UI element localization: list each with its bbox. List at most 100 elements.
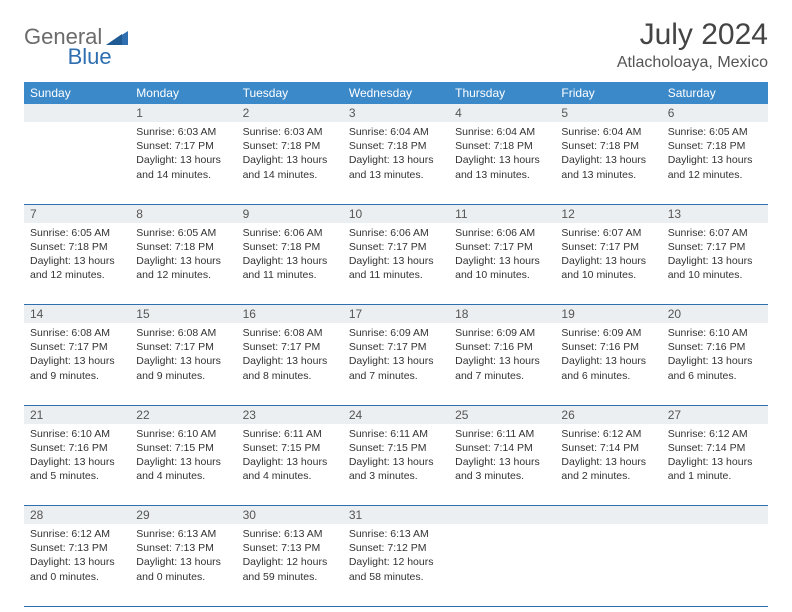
day-line: Sunset: 7:18 PM <box>243 139 337 153</box>
day-number: 13 <box>662 205 768 223</box>
day-number: 25 <box>449 406 555 424</box>
day-line: Daylight: 13 hours <box>30 254 124 268</box>
day-cell: Sunrise: 6:10 AMSunset: 7:15 PMDaylight:… <box>130 424 236 506</box>
day-number-cell: 24 <box>343 405 449 424</box>
day-number: 26 <box>555 406 661 424</box>
day-line: Daylight: 13 hours <box>455 354 549 368</box>
day-number: 17 <box>343 305 449 323</box>
day-line: and 7 minutes. <box>455 369 549 383</box>
day-line: and 2 minutes. <box>561 469 655 483</box>
day-number: 24 <box>343 406 449 424</box>
day-line: and 0 minutes. <box>30 570 124 584</box>
day-line: and 10 minutes. <box>561 268 655 282</box>
day-line: Sunrise: 6:11 AM <box>243 427 337 441</box>
day-content: Sunrise: 6:08 AMSunset: 7:17 PMDaylight:… <box>130 323 236 387</box>
day-cell: Sunrise: 6:07 AMSunset: 7:17 PMDaylight:… <box>662 223 768 305</box>
day-line: Sunrise: 6:08 AM <box>30 326 124 340</box>
day-content: Sunrise: 6:10 AMSunset: 7:16 PMDaylight:… <box>24 424 130 488</box>
day-number: 30 <box>237 506 343 524</box>
day-content: Sunrise: 6:09 AMSunset: 7:16 PMDaylight:… <box>449 323 555 387</box>
calendar-body: 123456Sunrise: 6:03 AMSunset: 7:17 PMDay… <box>24 104 768 606</box>
day-line: Daylight: 12 hours <box>243 555 337 569</box>
day-line: Sunset: 7:18 PM <box>455 139 549 153</box>
day-line: Daylight: 13 hours <box>561 455 655 469</box>
day-line: Sunset: 7:18 PM <box>349 139 443 153</box>
day-number: 18 <box>449 305 555 323</box>
day-cell: Sunrise: 6:11 AMSunset: 7:15 PMDaylight:… <box>237 424 343 506</box>
day-line: Sunrise: 6:04 AM <box>349 125 443 139</box>
day-number-cell: 1 <box>130 104 236 122</box>
day-number: 28 <box>24 506 130 524</box>
day-number-cell: 28 <box>24 506 130 525</box>
day-cell: Sunrise: 6:08 AMSunset: 7:17 PMDaylight:… <box>237 323 343 405</box>
day-line: Daylight: 13 hours <box>561 153 655 167</box>
day-number-cell: 31 <box>343 506 449 525</box>
day-line: and 10 minutes. <box>455 268 549 282</box>
day-line: Sunrise: 6:06 AM <box>455 226 549 240</box>
day-line: Sunset: 7:16 PM <box>455 340 549 354</box>
day-number-cell: 19 <box>555 305 661 324</box>
week-content-row: Sunrise: 6:05 AMSunset: 7:18 PMDaylight:… <box>24 223 768 305</box>
day-line: and 3 minutes. <box>349 469 443 483</box>
day-line: Sunrise: 6:13 AM <box>136 527 230 541</box>
day-content: Sunrise: 6:13 AMSunset: 7:13 PMDaylight:… <box>130 524 236 588</box>
day-line: Sunrise: 6:08 AM <box>136 326 230 340</box>
calendar-header-row: Sunday Monday Tuesday Wednesday Thursday… <box>24 82 768 104</box>
day-content: Sunrise: 6:10 AMSunset: 7:15 PMDaylight:… <box>130 424 236 488</box>
day-cell: Sunrise: 6:07 AMSunset: 7:17 PMDaylight:… <box>555 223 661 305</box>
day-line: Sunrise: 6:13 AM <box>243 527 337 541</box>
col-tuesday: Tuesday <box>237 82 343 104</box>
day-content: Sunrise: 6:11 AMSunset: 7:15 PMDaylight:… <box>237 424 343 488</box>
day-number-cell: 11 <box>449 204 555 223</box>
logo-line2: Gen Blue <box>24 44 112 70</box>
day-line: Sunrise: 6:07 AM <box>668 226 762 240</box>
day-number: 31 <box>343 506 449 524</box>
day-line: Daylight: 12 hours <box>349 555 443 569</box>
day-line: Daylight: 13 hours <box>136 555 230 569</box>
day-line: Sunrise: 6:04 AM <box>455 125 549 139</box>
day-content <box>555 524 661 531</box>
day-line: Sunrise: 6:05 AM <box>30 226 124 240</box>
day-line: Sunrise: 6:09 AM <box>349 326 443 340</box>
day-content: Sunrise: 6:06 AMSunset: 7:17 PMDaylight:… <box>449 223 555 287</box>
day-content: Sunrise: 6:11 AMSunset: 7:14 PMDaylight:… <box>449 424 555 488</box>
day-line: Sunrise: 6:12 AM <box>30 527 124 541</box>
day-line: Daylight: 13 hours <box>561 254 655 268</box>
day-line: Sunrise: 6:12 AM <box>668 427 762 441</box>
day-line: Sunset: 7:17 PM <box>668 240 762 254</box>
day-line: and 1 minute. <box>668 469 762 483</box>
day-content: Sunrise: 6:05 AMSunset: 7:18 PMDaylight:… <box>24 223 130 287</box>
day-line: and 4 minutes. <box>243 469 337 483</box>
day-content: Sunrise: 6:12 AMSunset: 7:14 PMDaylight:… <box>662 424 768 488</box>
day-content: Sunrise: 6:07 AMSunset: 7:17 PMDaylight:… <box>662 223 768 287</box>
day-number-cell: 27 <box>662 405 768 424</box>
day-cell: Sunrise: 6:10 AMSunset: 7:16 PMDaylight:… <box>662 323 768 405</box>
day-line: Sunrise: 6:12 AM <box>561 427 655 441</box>
day-line: Daylight: 13 hours <box>136 153 230 167</box>
day-line: Sunset: 7:17 PM <box>349 240 443 254</box>
day-line: Sunrise: 6:04 AM <box>561 125 655 139</box>
day-line: Sunrise: 6:05 AM <box>668 125 762 139</box>
day-cell: Sunrise: 6:04 AMSunset: 7:18 PMDaylight:… <box>555 122 661 204</box>
day-line: Daylight: 13 hours <box>668 153 762 167</box>
day-cell: Sunrise: 6:08 AMSunset: 7:17 PMDaylight:… <box>24 323 130 405</box>
week-daynum-row: 21222324252627 <box>24 405 768 424</box>
day-cell: Sunrise: 6:12 AMSunset: 7:13 PMDaylight:… <box>24 524 130 606</box>
day-line: and 6 minutes. <box>561 369 655 383</box>
day-content: Sunrise: 6:10 AMSunset: 7:16 PMDaylight:… <box>662 323 768 387</box>
title-block: July 2024 Atlacholoaya, Mexico <box>617 18 768 72</box>
day-line: Daylight: 13 hours <box>668 455 762 469</box>
day-number-cell <box>555 506 661 525</box>
day-line: Sunrise: 6:08 AM <box>243 326 337 340</box>
day-line: Sunset: 7:14 PM <box>455 441 549 455</box>
day-number: 29 <box>130 506 236 524</box>
day-line: and 11 minutes. <box>349 268 443 282</box>
day-line: Sunset: 7:16 PM <box>30 441 124 455</box>
day-line: Daylight: 13 hours <box>349 354 443 368</box>
day-content <box>662 524 768 531</box>
day-line: Sunrise: 6:05 AM <box>136 226 230 240</box>
day-cell: Sunrise: 6:05 AMSunset: 7:18 PMDaylight:… <box>24 223 130 305</box>
day-number: 8 <box>130 205 236 223</box>
day-line: Sunset: 7:15 PM <box>136 441 230 455</box>
day-line: Daylight: 13 hours <box>455 254 549 268</box>
